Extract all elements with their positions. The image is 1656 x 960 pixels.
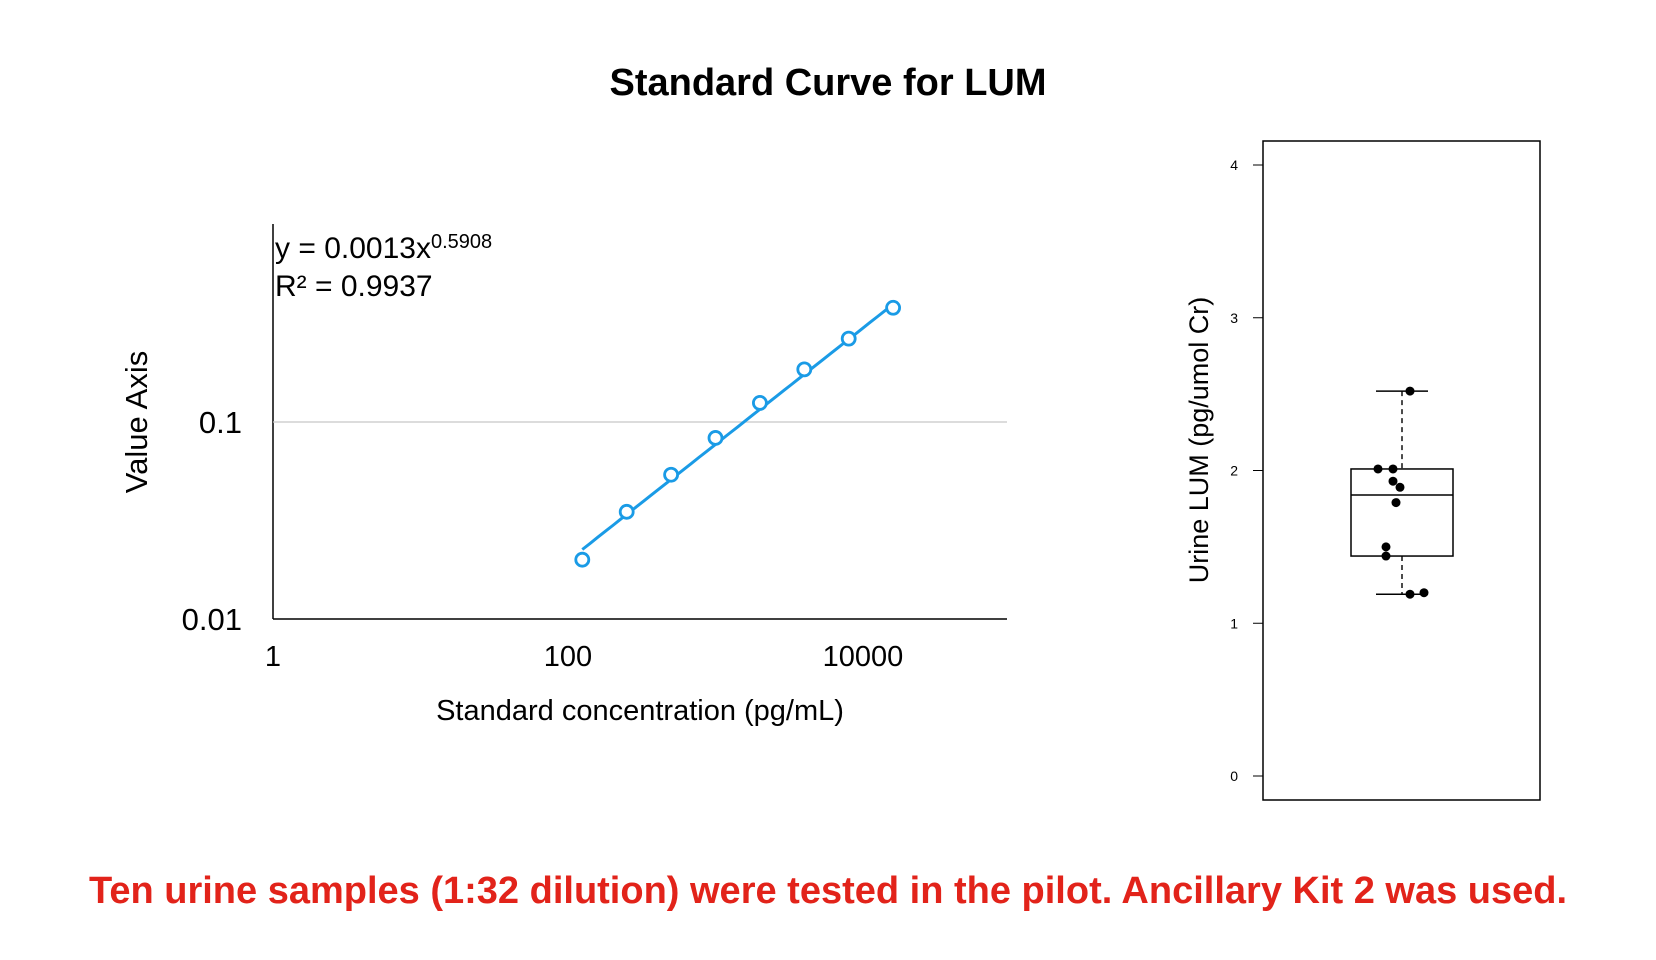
box-y-tick-label: 3	[1230, 310, 1238, 326]
equation-exponent: 0.5908	[431, 231, 492, 253]
sample-point	[1395, 482, 1405, 492]
standard-curve-chart: 0.01 0.1 1 100 10000 y = 0.0013x0.5908 R² =…	[119, 224, 1007, 727]
data-point	[618, 503, 635, 520]
x-tick-label: 10000	[823, 641, 904, 673]
box-plot-chart: 0 1 2 3 4 Urine LUM (pg/umol Cr)	[1184, 140, 1541, 801]
x-tick-label: 1	[265, 641, 281, 673]
box-y-tick-label: 4	[1230, 157, 1238, 173]
y-tick-label: 0.01	[182, 602, 242, 637]
data-point	[885, 299, 902, 316]
trendline	[581, 303, 895, 551]
y-axis-label: Value Axis	[119, 351, 154, 493]
sample-point	[1405, 386, 1415, 396]
page-title: Standard Curve for LUM	[609, 62, 1047, 104]
sample-point	[1391, 498, 1401, 508]
sample-point	[1373, 464, 1383, 474]
equation-label: y = 0.0013x0.5908	[275, 231, 492, 265]
sample-point	[1381, 542, 1391, 552]
sample-point	[1388, 476, 1398, 486]
sample-point	[1405, 589, 1415, 599]
data-point	[574, 551, 591, 568]
sample-point	[1388, 464, 1398, 474]
y-tick-label: 0.1	[199, 405, 242, 440]
equation-base: y = 0.0013x	[275, 232, 431, 265]
box-y-tick-label: 2	[1230, 463, 1238, 479]
data-point	[707, 430, 724, 446]
data-point	[796, 361, 813, 378]
footer-note: Ten urine samples (1:32 dilution) were t…	[88, 870, 1568, 912]
data-point	[840, 330, 857, 347]
box-plot-frame	[1262, 140, 1541, 801]
x-tick-label: 100	[544, 641, 592, 673]
box-y-axis-label: Urine LUM (pg/umol Cr)	[1184, 297, 1214, 584]
data-point	[752, 395, 768, 411]
box-y-tick-label: 0	[1230, 768, 1238, 784]
sample-point	[1381, 551, 1391, 561]
interquartile-box	[1350, 468, 1454, 557]
data-point	[663, 466, 679, 483]
r-squared-label: R² = 0.9937	[275, 270, 433, 303]
sample-point	[1419, 588, 1429, 598]
x-axis-label: Standard concentration (pg/mL)	[436, 695, 844, 727]
box-y-tick-label: 1	[1230, 615, 1238, 631]
